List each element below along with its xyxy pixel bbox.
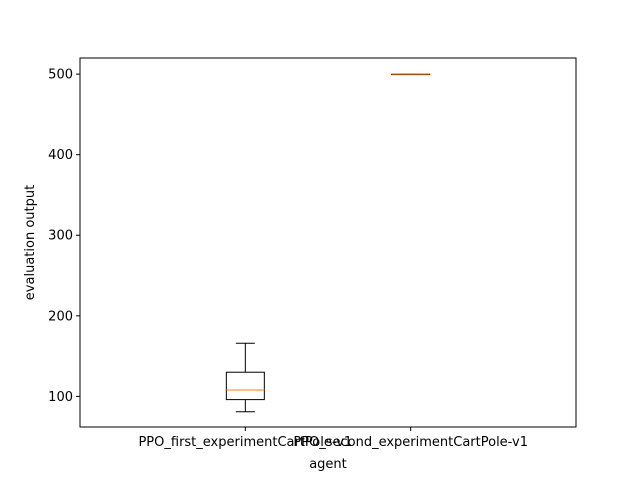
x-tick-label: PPO_second_experimentCartPole-v1 <box>293 435 528 450</box>
y-tick-label: 500 <box>48 68 73 83</box>
plot-area <box>225 73 431 413</box>
y-tick-label: 200 <box>48 309 73 324</box>
y-axis-label: evaluation output <box>23 185 38 300</box>
box-group <box>391 73 431 76</box>
box-group <box>225 342 265 413</box>
box <box>225 371 265 401</box>
x-tick-label: PPO_first_experimentCartPole-v1 <box>138 435 352 450</box>
y-tick-label: 300 <box>48 229 73 244</box>
x-axis-label: agent <box>309 457 347 472</box>
axes-frame <box>79 57 577 428</box>
y-tick-label: 100 <box>48 390 73 405</box>
y-tick-label: 400 <box>48 148 73 163</box>
